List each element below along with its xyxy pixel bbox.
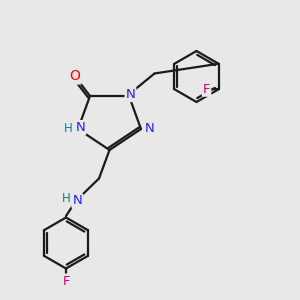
Text: O: O bbox=[70, 70, 80, 83]
Text: N: N bbox=[126, 88, 135, 101]
Text: F: F bbox=[203, 83, 210, 96]
Text: N: N bbox=[73, 194, 82, 208]
Text: H: H bbox=[62, 192, 71, 205]
Text: N: N bbox=[145, 122, 154, 136]
Text: N: N bbox=[76, 121, 85, 134]
Text: H: H bbox=[64, 122, 73, 136]
Text: F: F bbox=[62, 274, 70, 288]
